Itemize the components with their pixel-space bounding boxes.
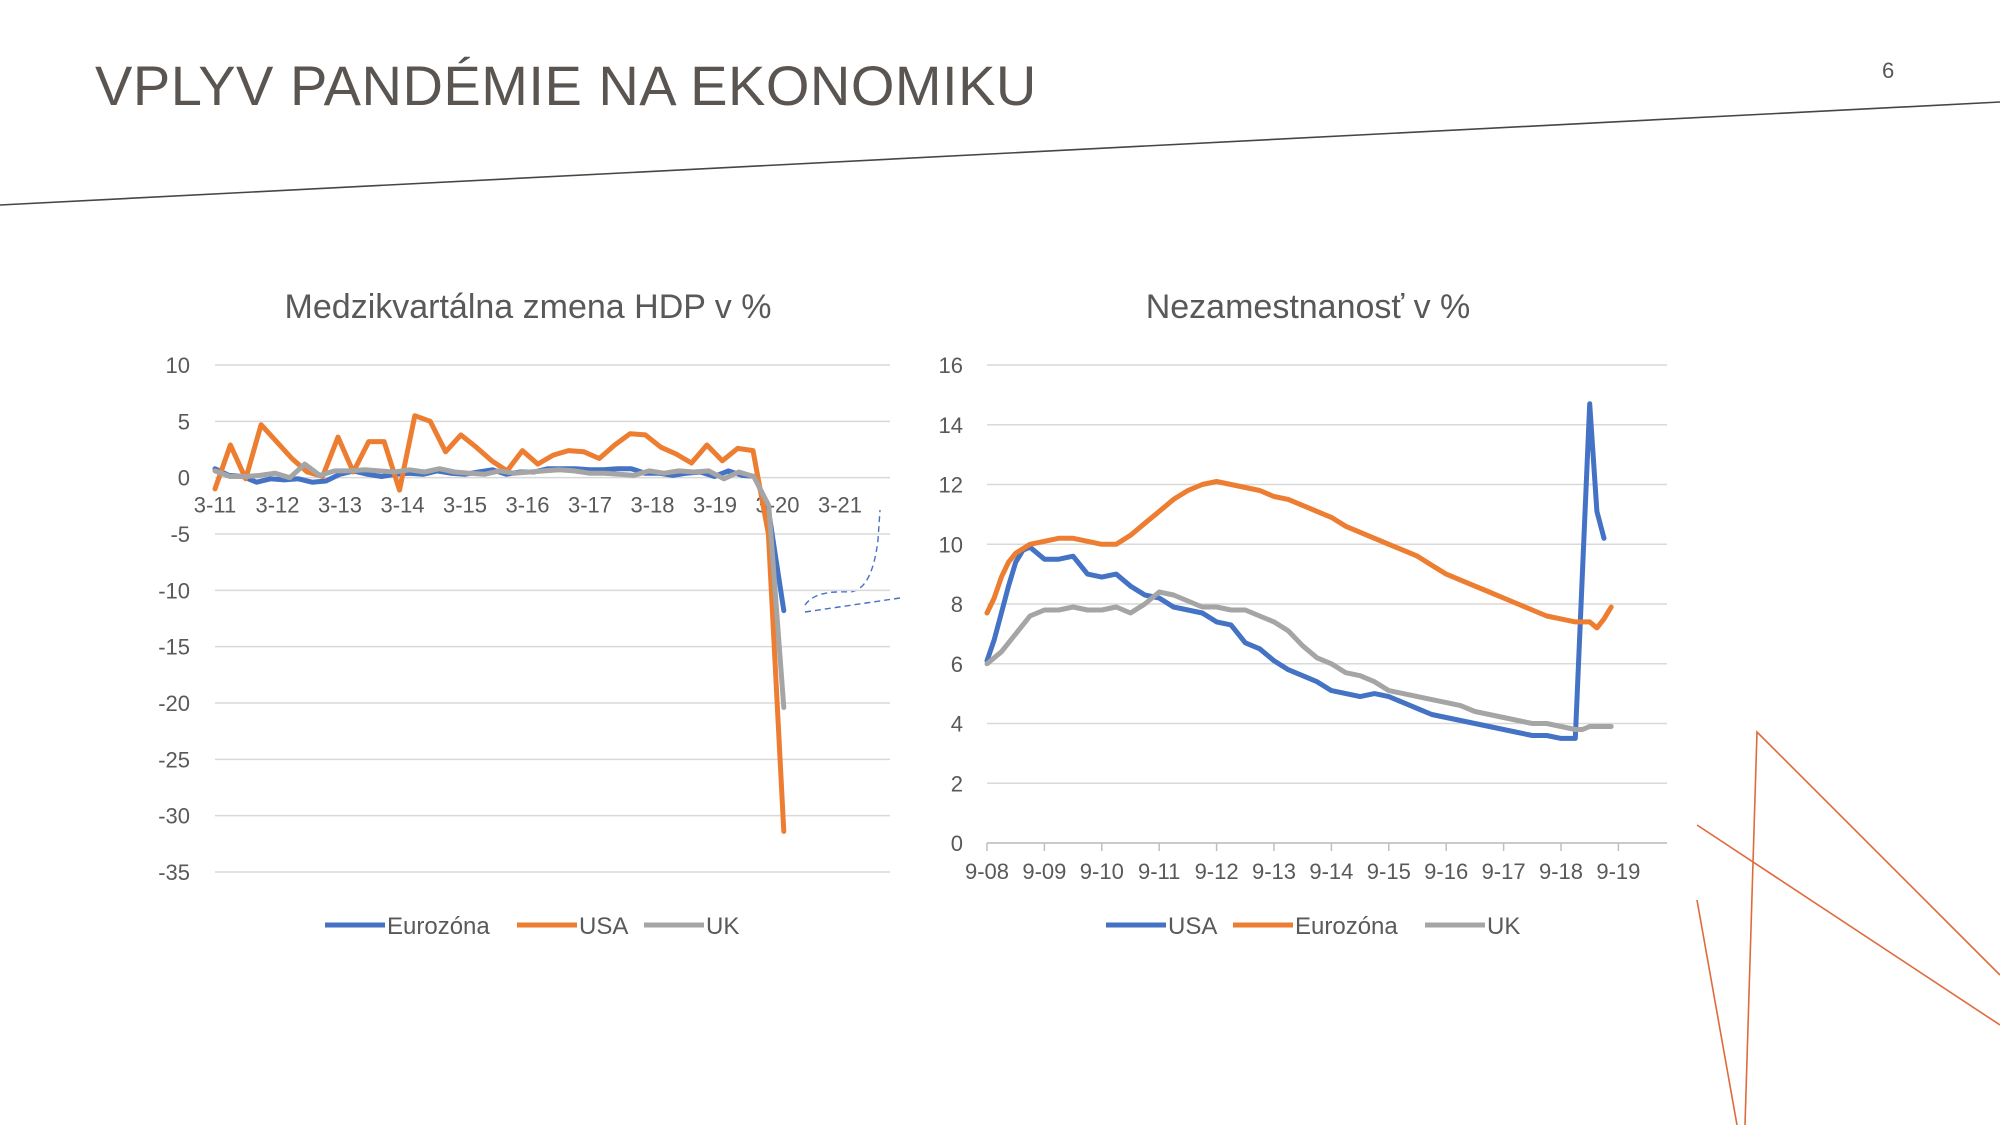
unemployment-chart-legend: USA Eurozóna UK — [1106, 913, 1520, 940]
series-line-usa — [212, 413, 787, 834]
y-tick-label: 10 — [939, 532, 963, 557]
series-line-eurozona — [212, 466, 787, 614]
y-tick-label: 12 — [939, 473, 963, 498]
x-tick-label: 9-19 — [1596, 859, 1640, 884]
y-tick-label: -20 — [158, 691, 190, 716]
legend-label-eurozona: Eurozóna — [387, 913, 490, 940]
gdp-chart-y-axis: 10 5 0 -5 -10 -15 -20 -25 -30 -35 — [158, 353, 190, 885]
y-tick-label: 0 — [951, 831, 963, 856]
legend-label-usa: USA — [579, 913, 628, 940]
y-tick-label: -10 — [158, 578, 190, 603]
gdp-chart-x-axis: 3-11 3-12 3-13 3-14 3-15 3-16 3-17 3-18 3-19 3-20… — [194, 493, 862, 518]
y-tick-label: 6 — [951, 652, 963, 677]
y-tick-label: 5 — [178, 409, 190, 434]
y-tick-label: 0 — [178, 466, 190, 491]
x-tick-label: 9-10 — [1080, 859, 1124, 884]
x-tick-label: 3-21 — [818, 493, 862, 518]
unemployment-chart-series — [984, 401, 1614, 741]
y-tick-label: 8 — [951, 592, 963, 617]
decorative-accent-lines — [1696, 730, 2000, 1125]
x-tick-label: 3-11 — [194, 493, 236, 518]
series-line-usa — [984, 401, 1607, 741]
y-tick-label: -35 — [158, 860, 190, 885]
series-line-uk — [212, 461, 787, 710]
y-tick-label: 16 — [939, 353, 963, 378]
x-tick-label: 9-16 — [1424, 859, 1468, 884]
y-tick-label: 2 — [951, 771, 963, 796]
x-tick-label: 9-08 — [965, 859, 1009, 884]
x-tick-label: 9-13 — [1252, 859, 1296, 884]
gdp-chart-series — [212, 413, 787, 834]
x-tick-label: 9-15 — [1367, 859, 1411, 884]
unemployment-chart-title: Nezamestnanosť v % — [1146, 288, 1471, 326]
x-tick-label: 3-15 — [443, 493, 487, 518]
legend-label-usa: USA — [1168, 913, 1217, 940]
legend-label-eurozona: Eurozóna — [1295, 913, 1398, 940]
y-tick-label: -30 — [158, 804, 190, 829]
gdp-chart-gridlines — [215, 364, 890, 873]
x-tick-label: 9-09 — [1022, 859, 1066, 884]
x-tick-label: 3-14 — [380, 493, 424, 518]
series-line-eurozona — [984, 479, 1614, 631]
x-tick-label: 9-18 — [1539, 859, 1583, 884]
unemployment-chart-x-axis: 9-08 9-09 9-10 9-11 9-12 9-13 9-14 9-15 9-16 9-17… — [965, 843, 1640, 884]
y-tick-label: 4 — [951, 712, 963, 737]
legend-label-uk: UK — [1487, 913, 1520, 940]
y-tick-label: -25 — [158, 747, 190, 772]
slide-title: VPLYV PANDÉMIE NA EKONOMIKU — [95, 54, 1037, 117]
x-tick-label: 3-19 — [693, 493, 737, 518]
y-tick-label: 10 — [166, 353, 190, 378]
x-tick-label: 3-12 — [255, 493, 299, 518]
series-line-uk — [984, 589, 1614, 732]
gdp-chart-legend: Eurozóna USA UK — [325, 913, 739, 940]
x-tick-label: 9-11 — [1138, 859, 1180, 884]
x-tick-label: 3-16 — [505, 493, 549, 518]
x-tick-label: 9-17 — [1482, 859, 1526, 884]
page-number: 6 — [1882, 58, 1895, 83]
unemployment-chart-y-axis: 16 14 12 10 8 6 4 2 0 — [939, 353, 963, 856]
x-tick-label: 3-17 — [568, 493, 612, 518]
y-tick-label: -5 — [170, 522, 190, 547]
y-tick-label: -15 — [158, 635, 190, 660]
y-tick-label: 14 — [939, 413, 963, 438]
x-tick-label: 3-18 — [630, 493, 674, 518]
x-tick-label: 9-14 — [1309, 859, 1353, 884]
unemployment-chart-gridlines — [987, 364, 1667, 844]
title-divider-line — [0, 101, 2000, 206]
x-tick-label: 3-13 — [318, 493, 362, 518]
gdp-chart: Medzikvartálna zmena HDP v % 10 5 0 -5 -10 -1… — [158, 288, 890, 940]
gdp-chart-title: Medzikvartálna zmena HDP v % — [285, 288, 772, 326]
x-tick-label: 9-12 — [1195, 859, 1239, 884]
dashed-annotation — [804, 509, 901, 613]
legend-label-uk: UK — [706, 913, 739, 940]
